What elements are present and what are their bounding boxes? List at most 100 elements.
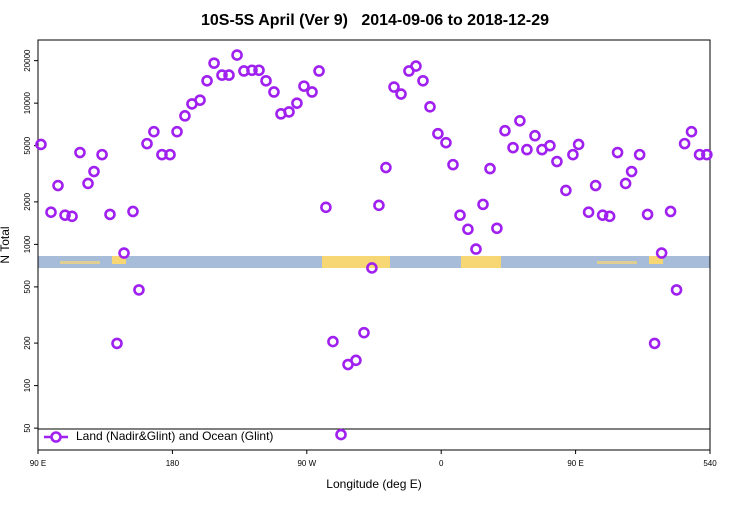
point (291, 97, 303, 109)
point (507, 141, 519, 154)
point (52, 179, 64, 192)
y-tick-label: 20000 (23, 49, 32, 72)
point (127, 205, 139, 218)
point (96, 148, 108, 161)
y-tick-label: 500 (23, 280, 32, 294)
chart-title: 10S-5S April (Ver 9) 2014-09-06 to 2018-… (201, 12, 549, 29)
point (373, 199, 385, 212)
land-patch (322, 256, 390, 268)
x-tick-label: 180 (166, 459, 180, 468)
land-patch (597, 261, 637, 264)
point (477, 198, 489, 211)
point (625, 165, 638, 178)
point (670, 284, 683, 296)
point (253, 64, 265, 77)
point (268, 86, 280, 98)
point (572, 138, 585, 151)
point (491, 222, 503, 235)
point (648, 337, 661, 350)
point (179, 110, 191, 122)
x-tick-label: 90 E (30, 459, 46, 468)
point (223, 69, 235, 81)
land-patch (649, 256, 663, 264)
point (664, 205, 677, 218)
point (395, 88, 407, 100)
plot-frame (37, 39, 711, 451)
point (194, 94, 206, 106)
point (327, 335, 339, 348)
point (246, 64, 258, 77)
x-tick-label: 90 E (567, 459, 583, 468)
point (410, 60, 422, 72)
point (141, 137, 153, 150)
point (231, 49, 243, 61)
point (678, 137, 691, 150)
point (388, 81, 400, 93)
y-tick-label: 2000 (23, 192, 32, 210)
point (350, 354, 362, 367)
point (283, 106, 295, 118)
y-tick-label: 5000 (23, 136, 32, 154)
point (514, 114, 526, 127)
point (201, 74, 213, 87)
x-tick-label: 540 (703, 459, 717, 468)
point (551, 155, 563, 168)
point (582, 206, 595, 218)
point (260, 74, 272, 87)
point (320, 201, 332, 214)
point (104, 208, 116, 221)
point (313, 65, 325, 77)
point (88, 165, 100, 178)
y-axis-title: N Total (0, 226, 12, 263)
point (589, 179, 602, 192)
point (298, 80, 310, 92)
x-tick-label: 0 (439, 459, 444, 468)
x-axis-title: Longitude (deg E) (326, 477, 421, 491)
point (499, 124, 511, 137)
map-strip (38, 256, 710, 268)
land-patch (461, 256, 501, 268)
point (335, 428, 347, 441)
land-patch (112, 256, 126, 264)
point (424, 101, 436, 113)
point (216, 69, 228, 81)
point (693, 148, 706, 161)
point (164, 148, 176, 161)
point (148, 125, 160, 138)
point (366, 262, 378, 274)
point (462, 223, 474, 236)
point (560, 184, 572, 197)
point (521, 143, 533, 156)
y-tick-label: 50 (23, 423, 32, 432)
point (701, 148, 713, 161)
point (171, 125, 183, 138)
point (66, 210, 78, 223)
point (380, 161, 392, 174)
y-tick-label: 1000 (23, 235, 32, 253)
legend-label: Land (Nadir&Glint) and Ocean (Glint) (76, 429, 273, 443)
point (306, 86, 318, 98)
y-tick-label: 200 (23, 336, 32, 350)
point (544, 139, 556, 152)
point (611, 146, 624, 159)
point (484, 162, 496, 175)
point (454, 209, 466, 221)
point (133, 284, 145, 296)
point (208, 57, 220, 69)
point (74, 146, 86, 159)
point (685, 125, 698, 138)
point (118, 247, 130, 259)
point (529, 129, 541, 142)
point (596, 209, 609, 221)
point (567, 148, 579, 161)
point (633, 148, 646, 161)
x-tick-label: 90 W (297, 459, 316, 468)
point (45, 206, 57, 218)
point (619, 177, 632, 190)
land-patch (60, 261, 100, 264)
point (59, 209, 71, 221)
point (440, 136, 452, 149)
point (655, 247, 668, 259)
point (447, 158, 459, 171)
